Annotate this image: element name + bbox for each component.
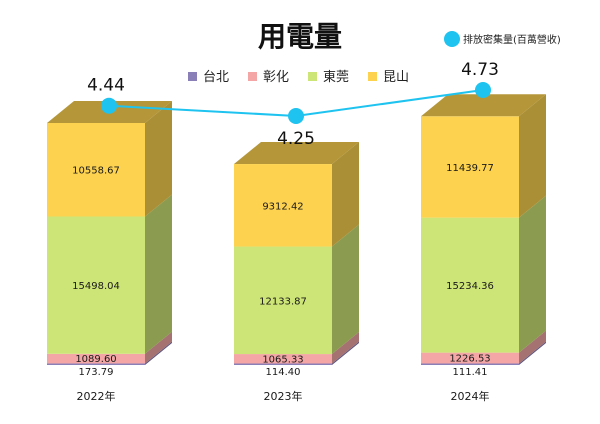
category-label-1: 2023年 [264,389,303,403]
bar-side-2-0 [519,341,546,365]
category-label-2: 2024年 [451,389,490,403]
legend-label-0: 台北 [203,70,229,85]
bar-label-0-2: 15498.04 [72,281,120,292]
bar-side-0-1 [145,331,172,364]
bar-0-0 [47,363,145,365]
line-series-group: 4.44 4.25 4.73 [87,60,499,149]
bar-label-1-2: 12133.87 [259,296,307,307]
bar-label-0-3: 10558.67 [72,166,120,177]
bar-0-3 [47,122,145,217]
bar-side-0-3 [145,100,172,217]
bar-side-0-0 [145,341,172,365]
legend: 台北 彰化 東莞 昆山 [188,69,409,85]
chart-title: 用電量 [258,20,342,53]
line-legend: 排放密集量(百萬營收) [444,31,561,47]
bar-0-2 [47,216,145,354]
bar-side-1-3 [332,142,359,247]
line-point-label-0: 4.44 [87,76,125,96]
bar-2-3 [421,116,519,218]
line-point-label-2: 4.73 [461,60,499,80]
bar-label-0-0: 173.79 [79,367,114,378]
bars-group: 173.79 1089.60 15498.04 10558.67 114.40 1065.… [47,94,546,378]
bar-side-0-2 [145,194,172,354]
bar-1-1 [234,354,332,364]
line-point-0 [101,97,117,114]
bar-top-2 [421,94,546,117]
legend-swatch-0 [188,72,197,81]
bar-side-2-3 [519,94,546,218]
line-point-1 [288,108,304,124]
bar-side-1-1 [332,332,359,364]
bar-1-0 [234,363,332,365]
legend-label-3: 昆山 [383,70,409,85]
legend-label-2: 東莞 [323,69,349,85]
bar-side-1-0 [332,341,359,365]
bar-0-1 [47,353,145,364]
bar-1-2 [234,246,332,355]
bar-side-2-1 [519,330,546,364]
bar-label-2-2: 15234.36 [446,281,494,292]
bar-label-2-3: 11439.77 [446,163,494,174]
legend-swatch-1 [248,72,257,81]
bar-2-2 [421,217,519,353]
bar-label-1-3: 9312.42 [262,201,303,212]
bar-side-2-2 [519,195,546,353]
bar-label-2-0: 111.41 [453,367,488,378]
bar-label-1-0: 114.40 [266,367,301,378]
bar-label-2-1: 1226.53 [449,354,490,365]
category-labels: 2022年 2023年 2024年 [77,389,490,403]
bar-2-1 [421,352,519,364]
bar-side-1-2 [332,224,359,355]
line-legend-marker [444,31,460,47]
bar-1-3 [234,164,332,247]
bar-label-1-1: 1065.33 [262,354,303,365]
line-point-2 [475,82,491,98]
legend-swatch-3 [368,72,377,81]
bar-label-0-1: 1089.60 [75,354,116,365]
legend-swatch-2 [308,72,317,81]
line-point-label-1: 4.25 [277,129,315,149]
bar-top-1 [234,142,359,165]
category-label-0: 2022年 [77,389,116,403]
line-legend-label: 排放密集量(百萬營收) [463,33,561,46]
bar-2-0 [421,363,519,365]
legend-label-1: 彰化 [263,69,289,85]
